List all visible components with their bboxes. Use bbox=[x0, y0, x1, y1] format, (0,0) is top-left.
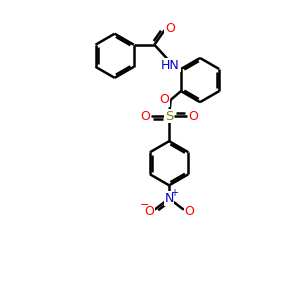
Text: −: − bbox=[140, 200, 150, 210]
Text: O: O bbox=[165, 22, 175, 35]
Text: O: O bbox=[159, 93, 169, 106]
Text: HN: HN bbox=[161, 59, 180, 72]
Text: N: N bbox=[164, 192, 174, 205]
Text: S: S bbox=[165, 110, 173, 123]
Text: O: O bbox=[144, 205, 154, 218]
Text: O: O bbox=[184, 205, 194, 218]
Text: +: + bbox=[170, 188, 178, 198]
Text: O: O bbox=[188, 110, 198, 123]
Text: O: O bbox=[140, 110, 150, 123]
